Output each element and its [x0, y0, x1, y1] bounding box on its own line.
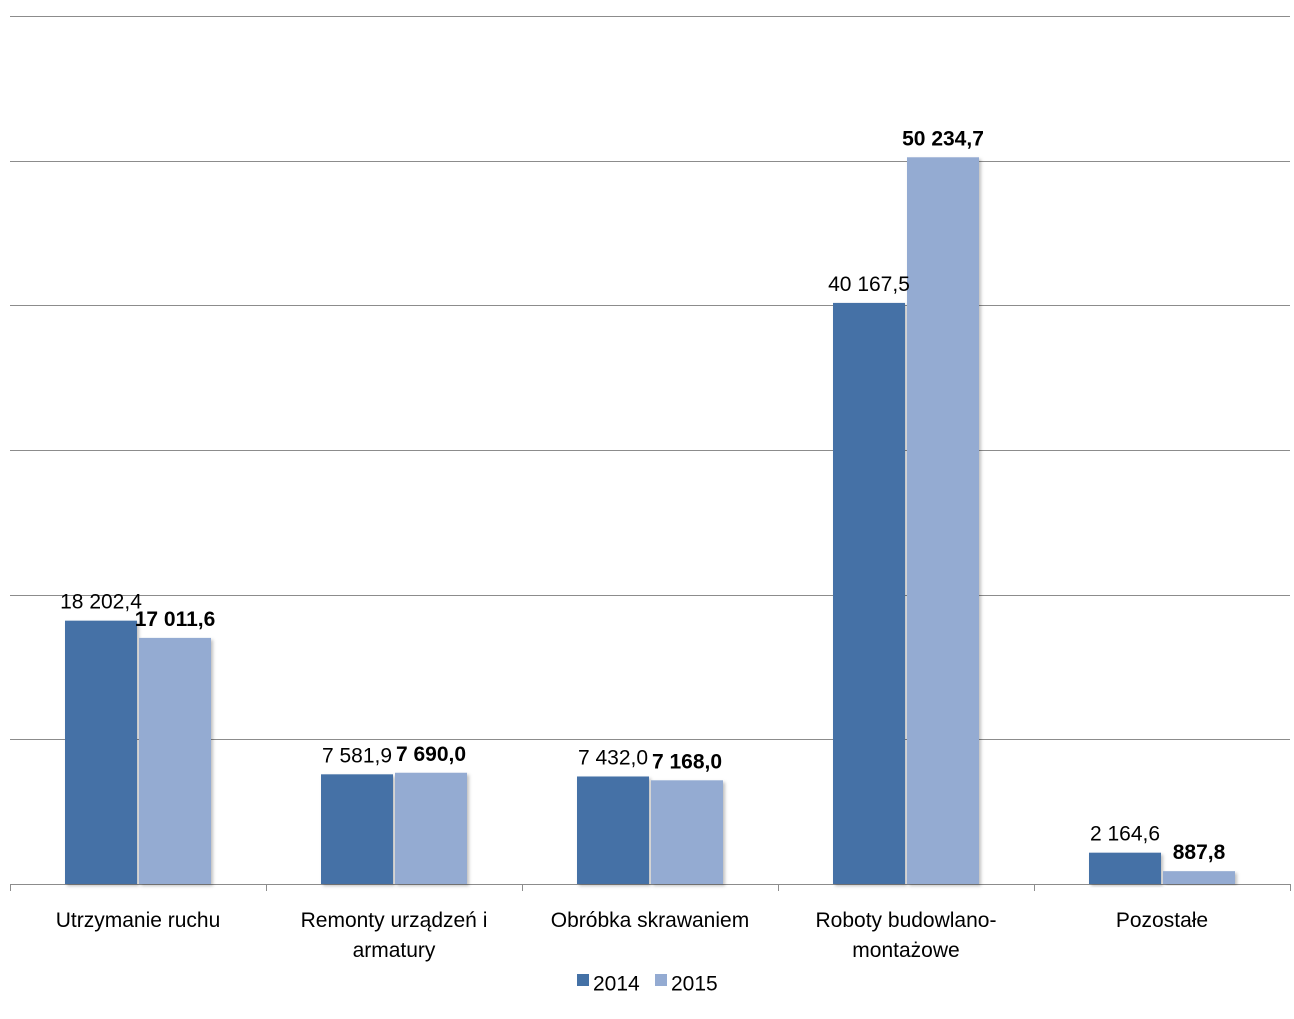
category-labels: Utrzymanie ruchu Remonty urządzeń i armatu…: [56, 909, 1208, 962]
data-label-2015-2: 7 690,0: [396, 743, 466, 766]
x-axis: [10, 884, 1291, 891]
legend-swatch-2015: [655, 974, 667, 986]
bar-2015-1: [139, 637, 211, 884]
bar-2015-3: [651, 780, 723, 884]
data-label-2014-5: 2 164,6: [1090, 823, 1160, 846]
legend: 2014 2015: [577, 973, 718, 996]
bars: [65, 157, 1235, 884]
legend-swatch-2014: [577, 974, 589, 986]
data-label-2014-1: 18 202,4: [60, 591, 142, 614]
category-label-2: Remonty urządzeń i armatury: [301, 909, 488, 962]
data-label-2014-2: 7 581,9: [322, 744, 392, 767]
data-label-2015-1: 17 011,6: [135, 608, 216, 631]
category-label-4: Roboty budowlano-montażowe: [816, 909, 997, 962]
bar-2014-3: [577, 776, 649, 884]
data-label-2014-3: 7 432,0: [578, 746, 648, 769]
legend-label-2014: 2014: [593, 973, 640, 996]
bar-2014-2: [321, 774, 393, 884]
bar-2014-4: [833, 302, 905, 884]
bar-2015-5: [1163, 871, 1235, 884]
data-label-2014-4: 40 167,5: [828, 273, 910, 296]
data-labels: 18 202,4 7 581,9 7 432,0 40 167,5 2 164,6 17 …: [60, 127, 1225, 864]
bar-2015-4: [907, 157, 979, 884]
gridlines: [10, 16, 1290, 740]
data-label-2015-5: 887,8: [1173, 841, 1226, 864]
bar-2015-2: [395, 772, 467, 884]
category-label-5: Pozostałe: [1116, 909, 1208, 932]
bar-2014-1: [65, 620, 137, 884]
data-label-2015-4: 50 234,7: [902, 127, 984, 150]
data-label-2015-3: 7 168,0: [652, 750, 722, 773]
legend-label-2015: 2015: [671, 973, 718, 996]
category-label-3: Obróbka skrawaniem: [551, 909, 749, 932]
category-label-1: Utrzymanie ruchu: [56, 909, 221, 932]
bar-2014-5: [1089, 852, 1161, 884]
